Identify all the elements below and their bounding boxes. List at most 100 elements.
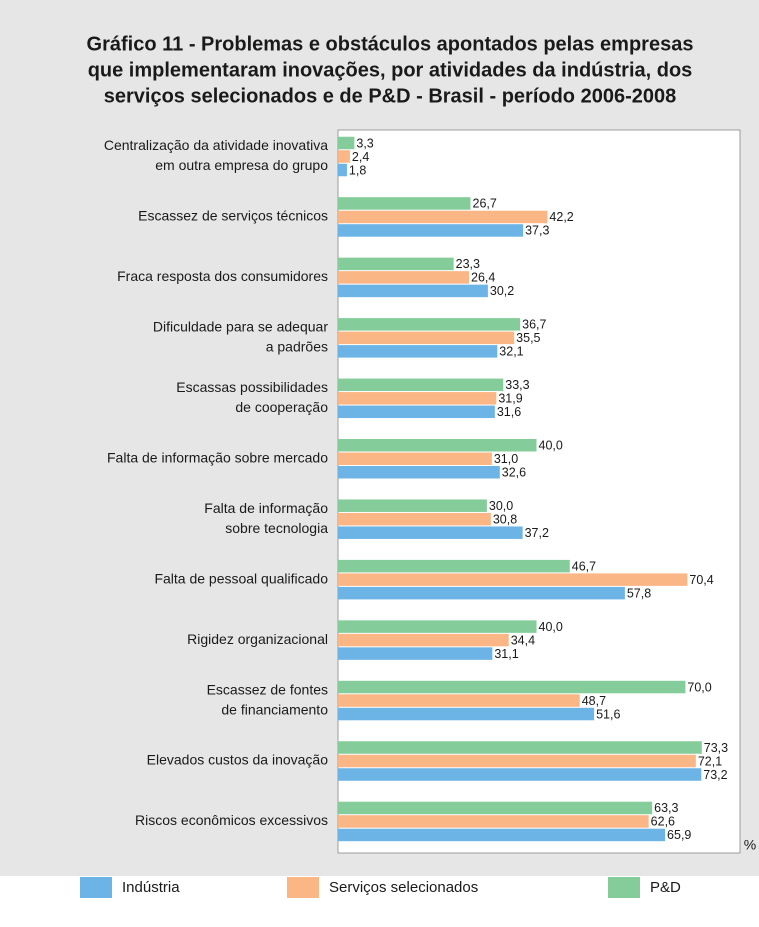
value-label: 70,4 [689, 573, 713, 587]
plot-area [337, 129, 741, 854]
bar [338, 466, 500, 479]
value-label: 63,3 [654, 801, 678, 815]
bar [338, 647, 493, 660]
value-label: 26,4 [471, 271, 495, 285]
legend-swatch [608, 877, 640, 898]
bar [338, 257, 454, 271]
value-label: 48,7 [582, 694, 606, 708]
value-label: 30,8 [493, 512, 517, 526]
category-label: Escassez de serviços técnicos [138, 208, 328, 224]
value-label: 33,3 [505, 378, 529, 392]
bar [338, 452, 492, 465]
category-label: Falta de pessoal qualificado [154, 570, 328, 586]
bar [338, 136, 355, 150]
legend-label: Serviços selecionados [329, 879, 478, 896]
value-label: 1,8 [349, 163, 366, 177]
bar [338, 405, 495, 419]
bar [338, 707, 595, 721]
value-label: 30,2 [490, 284, 514, 298]
category-label: Elevados custos da inovação [147, 752, 329, 768]
unit-label: % [744, 837, 756, 853]
value-label: 26,7 [473, 197, 497, 211]
category-label: de cooperação [235, 399, 328, 415]
legend-label: P&D [650, 879, 681, 896]
bar [338, 573, 688, 586]
category-label: Riscos econômicos excessivos [135, 812, 328, 828]
category-label: Fraca resposta dos consumidores [117, 268, 328, 284]
bar [338, 768, 702, 781]
bar [338, 512, 491, 526]
bar [338, 586, 625, 600]
bar [338, 680, 686, 694]
bar [338, 284, 488, 298]
value-label: 42,2 [549, 210, 573, 224]
value-label: 73,3 [704, 741, 728, 755]
value-label: 72,1 [698, 754, 722, 768]
value-label: 46,7 [572, 559, 596, 573]
bar [338, 150, 350, 163]
category-label: Falta de informação sobre mercado [107, 449, 328, 465]
value-label: 3,3 [356, 136, 373, 150]
value-label: 35,5 [516, 331, 540, 345]
value-label: 40,0 [539, 439, 563, 453]
value-label: 36,7 [522, 318, 546, 332]
value-label: 37,3 [525, 224, 549, 238]
value-label: 37,2 [525, 526, 549, 540]
bar [338, 526, 523, 539]
category-label: Escassez de fontes [207, 681, 328, 697]
chart-title: serviços selecionados e de P&D - Brasil … [104, 85, 676, 107]
bar [338, 224, 524, 237]
bar [338, 828, 666, 842]
value-label: 62,6 [651, 815, 675, 829]
bar [338, 620, 537, 633]
value-label: 73,2 [703, 768, 727, 782]
value-label: 51,6 [596, 707, 620, 721]
bar [338, 331, 515, 345]
bar [338, 499, 487, 512]
bar [338, 815, 649, 828]
legend-swatch [80, 877, 112, 898]
bar [338, 801, 653, 815]
value-label: 2,4 [352, 150, 369, 164]
category-label: Rigidez organizacional [187, 631, 328, 647]
value-label: 65,9 [667, 828, 691, 842]
value-label: 34,4 [511, 633, 535, 647]
category-label: Escassas possibilidades [176, 379, 328, 395]
value-label: 32,6 [502, 466, 526, 480]
legend-label: Indústria [122, 879, 180, 896]
bar [338, 741, 702, 754]
bar [338, 694, 580, 707]
bar [338, 271, 470, 284]
bar [338, 345, 498, 358]
bar [338, 392, 497, 405]
value-label: 23,3 [456, 257, 480, 271]
category-label: sobre tecnologia [225, 520, 328, 536]
value-label: 32,1 [499, 345, 523, 359]
bar [338, 754, 696, 768]
category-label: em outra empresa do grupo [155, 157, 328, 173]
bar [338, 633, 509, 647]
chart-title: Gráfico 11 - Problemas e obstáculos apon… [87, 33, 694, 55]
bar [338, 318, 521, 331]
value-label: 31,9 [498, 392, 522, 406]
value-label: 31,1 [494, 647, 518, 661]
category-label: Dificuldade para se adequar [153, 319, 328, 335]
bar [338, 210, 548, 224]
bar [338, 163, 347, 177]
bar [338, 439, 537, 452]
category-label: Centralização da atividade inovativa [104, 137, 328, 153]
value-label: 31,0 [494, 452, 518, 466]
value-label: 40,0 [539, 620, 563, 634]
value-label: 30,0 [489, 499, 513, 513]
category-label: de financiamento [221, 701, 328, 717]
legend-swatch [287, 877, 319, 898]
bar [338, 559, 570, 573]
category-label: Falta de informação [204, 500, 328, 516]
chart-title: que implementaram inovações, por ativida… [88, 59, 693, 81]
value-label: 57,8 [627, 586, 651, 600]
bar [338, 197, 471, 210]
value-label: 31,6 [497, 405, 521, 419]
bar [338, 378, 504, 392]
category-label: a padrões [266, 339, 328, 355]
